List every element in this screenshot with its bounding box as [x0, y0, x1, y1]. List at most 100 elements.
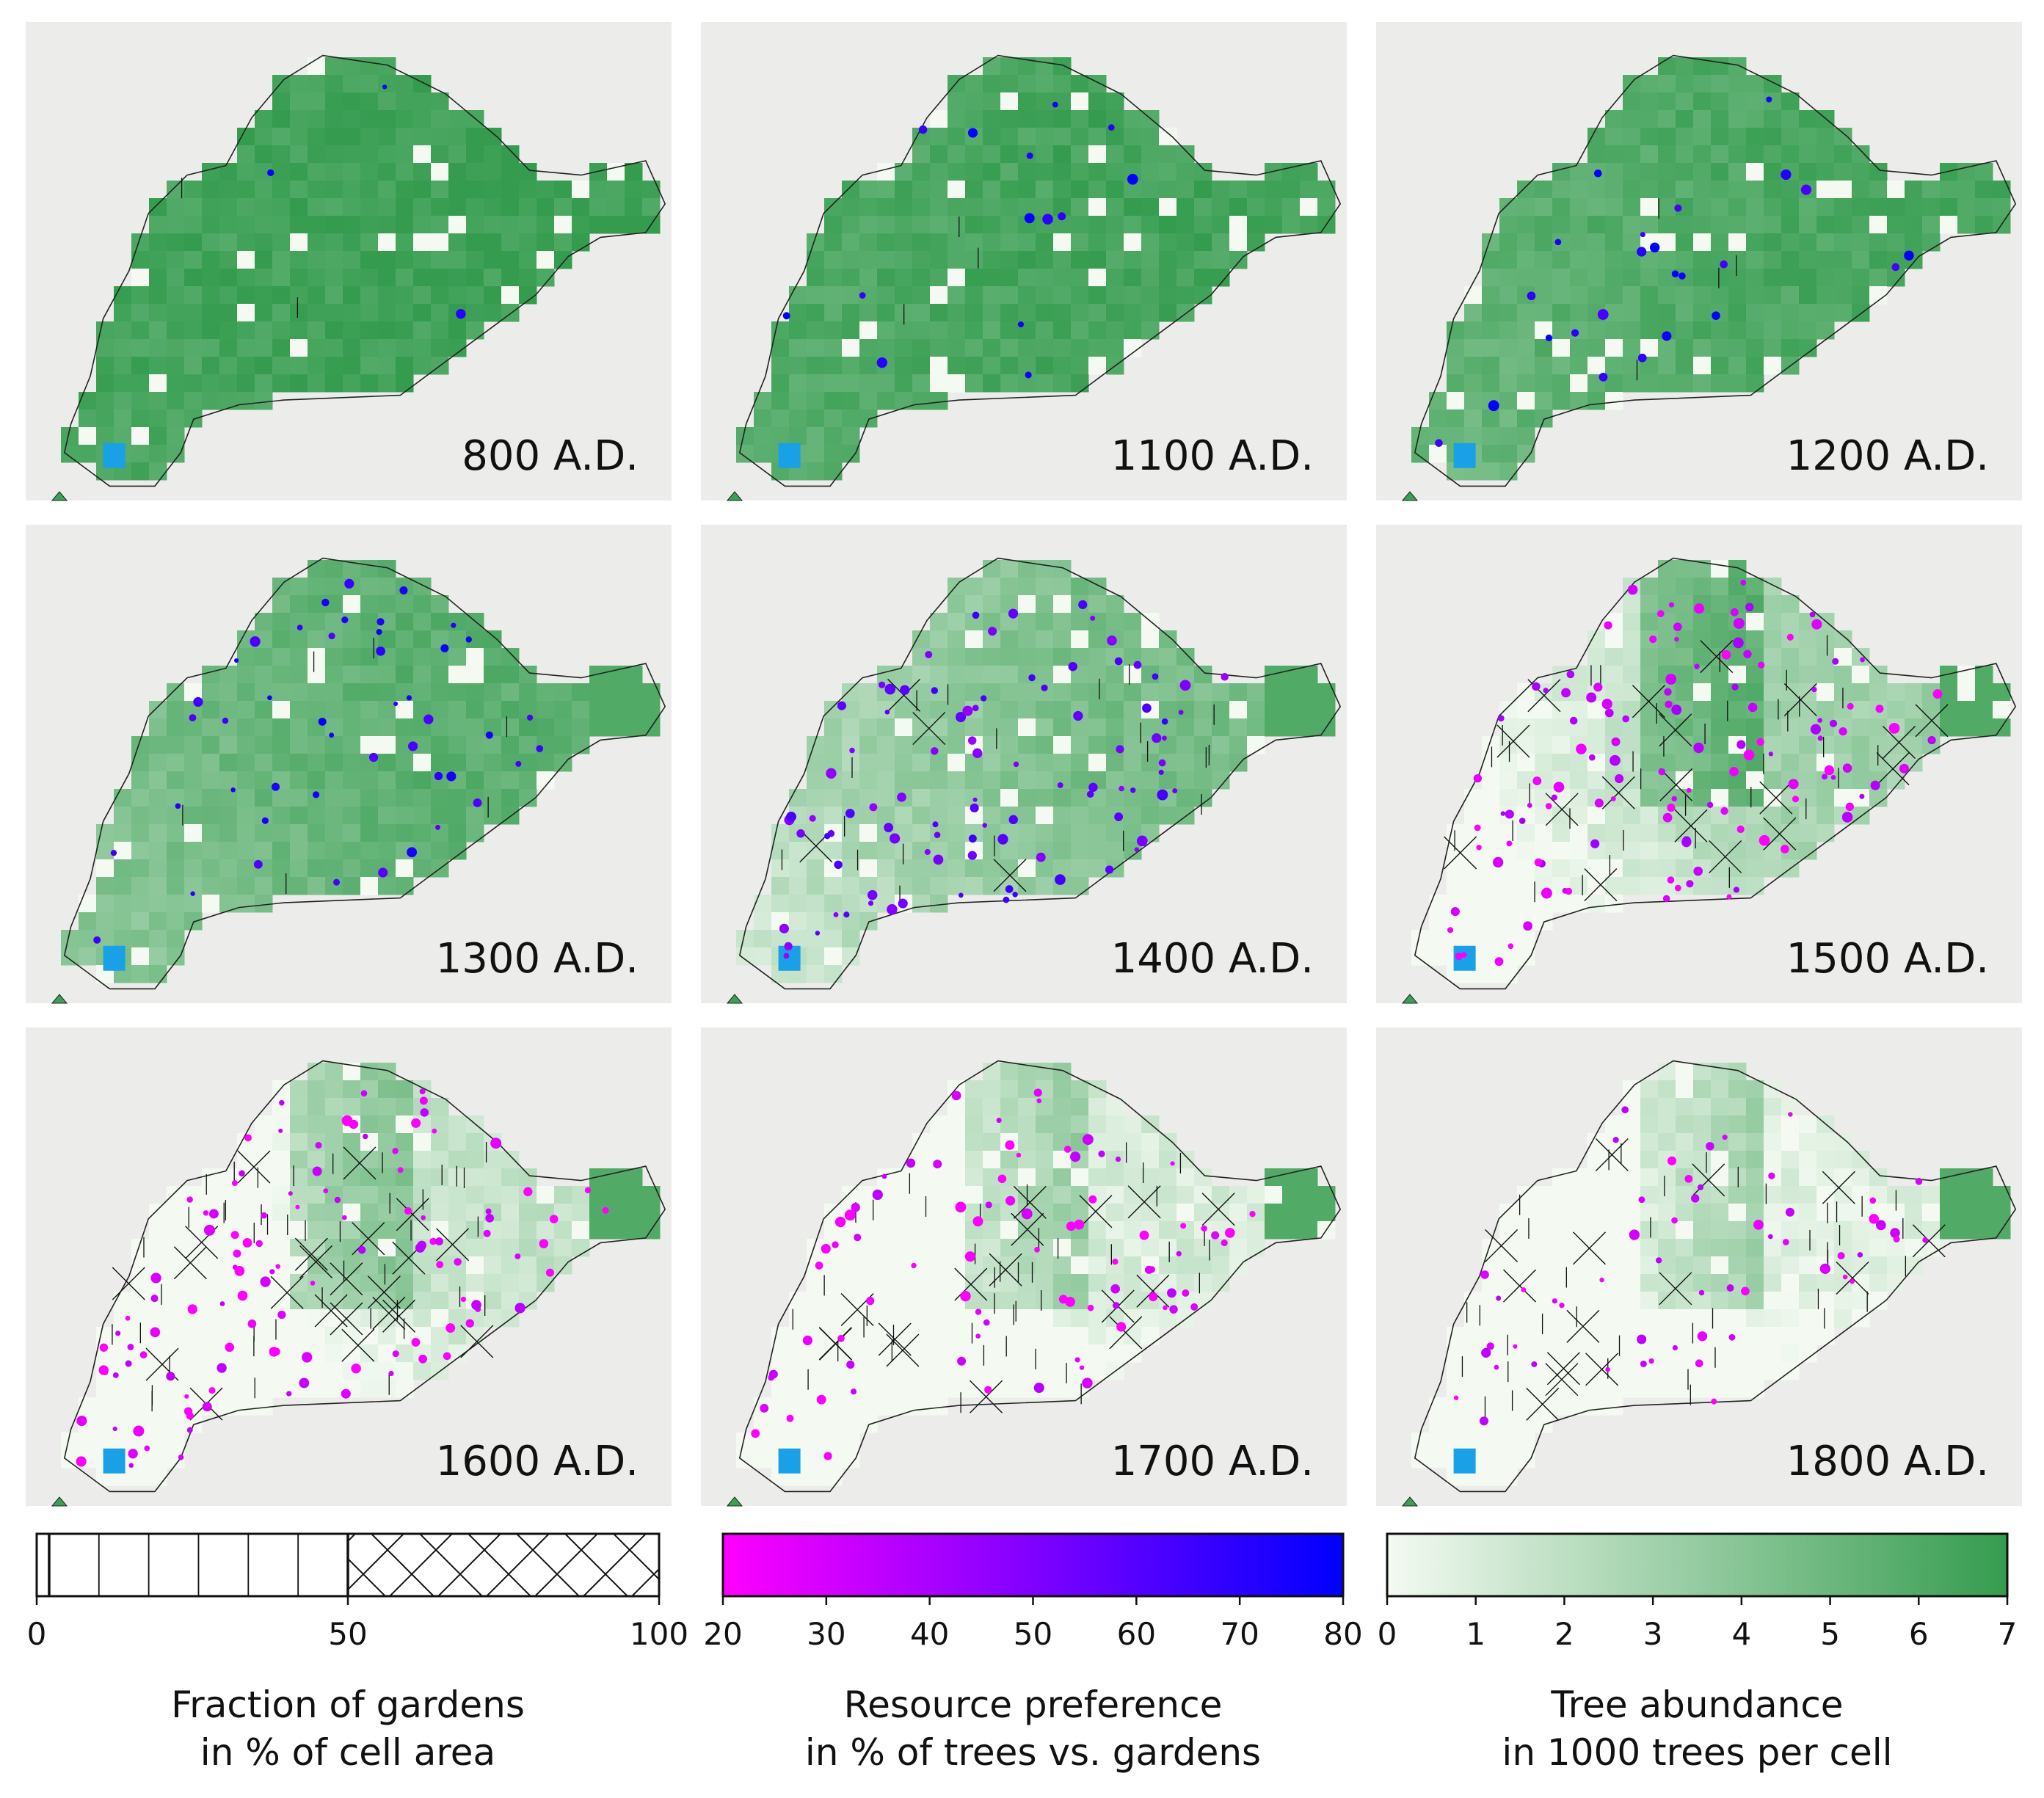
tree-cell	[1587, 1151, 1606, 1169]
tree-cell	[167, 1309, 185, 1328]
garden-hatch	[1601, 776, 1635, 809]
household-dot	[1842, 1274, 1848, 1280]
tree-cell	[237, 1221, 255, 1240]
tree-cell	[431, 701, 449, 719]
tree-cell	[842, 233, 860, 252]
tree-cell	[1053, 75, 1072, 93]
household-dot	[1087, 1304, 1094, 1311]
tree-cell	[607, 1186, 625, 1204]
tree-cell	[343, 595, 361, 614]
household-dot	[1706, 801, 1714, 809]
tree-cell	[1053, 357, 1072, 375]
tree-cell	[1265, 666, 1283, 684]
tree-cell	[1605, 842, 1623, 860]
tree-cell	[912, 807, 931, 825]
tree-cell	[1053, 1362, 1072, 1380]
tree-cell	[1499, 824, 1518, 842]
tree-cell	[554, 718, 572, 737]
tree-cell	[1658, 75, 1676, 93]
household-dot	[1722, 1135, 1728, 1140]
tree-cell	[1834, 128, 1852, 146]
tree-cell	[343, 128, 361, 146]
tree-cell	[501, 163, 520, 181]
tree-cell	[1711, 1080, 1729, 1099]
tree-cell	[1623, 807, 1641, 825]
tree-cell	[255, 357, 273, 375]
tree-cell	[877, 163, 895, 181]
household-dot	[996, 1118, 1002, 1124]
tree-cell	[1799, 1327, 1817, 1345]
tree-cell	[131, 1292, 150, 1310]
tree-cell	[184, 895, 203, 913]
tree-cell	[448, 718, 467, 737]
tree-cell	[572, 1239, 590, 1257]
tree-cell	[1869, 1274, 1888, 1292]
tree-cell	[131, 877, 150, 895]
tree-cell	[1693, 233, 1712, 252]
tree-cell	[1535, 1239, 1553, 1257]
household-dot	[972, 797, 978, 802]
tree-cell	[1640, 842, 1659, 860]
tree-cell	[1229, 233, 1248, 252]
tree-cell	[1176, 1168, 1195, 1187]
household-dot	[435, 824, 440, 830]
tree-cell	[325, 824, 343, 842]
tree-cell	[343, 181, 361, 199]
household-dot	[318, 717, 327, 726]
household-dot	[1792, 796, 1800, 803]
tree-cell	[1036, 304, 1054, 322]
tree-cell	[1658, 1274, 1676, 1292]
tree-cell	[184, 181, 203, 199]
tree-cell	[824, 1380, 843, 1398]
tree-cell	[325, 374, 343, 393]
tree-cell	[1746, 145, 1764, 164]
tree-cell	[948, 163, 966, 181]
tree-cell	[184, 392, 203, 410]
tree-cell	[1746, 789, 1764, 807]
colorbar-title: Fraction of gardens	[171, 1684, 525, 1726]
tree-cell	[431, 269, 449, 287]
tree-cell	[859, 1204, 878, 1222]
household-dot	[846, 1360, 855, 1369]
tree-cell	[1482, 357, 1500, 375]
household-dot	[406, 695, 412, 701]
tree-cell	[1834, 1292, 1852, 1310]
tree-cell	[290, 1327, 308, 1345]
tree-cell	[378, 233, 396, 252]
tree-cell	[149, 895, 167, 913]
household-dot	[378, 867, 388, 878]
tree-cell	[1605, 666, 1623, 684]
tree-cell	[378, 1186, 396, 1204]
household-dot	[1664, 688, 1672, 696]
tree-cell	[1940, 198, 1958, 216]
household-dot	[1571, 329, 1579, 337]
tree-cell	[1693, 630, 1712, 649]
tree-cell	[930, 666, 948, 684]
tree-cell	[255, 648, 273, 666]
tree-cell	[1746, 1204, 1764, 1222]
tree-cell	[1746, 1292, 1764, 1310]
tree-cell	[642, 1204, 661, 1222]
tree-cell	[1728, 357, 1747, 375]
tree-cell	[912, 357, 931, 375]
tree-cell	[1640, 824, 1659, 842]
garden-hatch	[299, 1245, 333, 1278]
tree-cell	[1447, 1344, 1465, 1363]
tree-cell	[1000, 1327, 1019, 1345]
tree-cell	[1852, 683, 1870, 702]
tree-cell	[1711, 1063, 1729, 1081]
tree-cell	[1711, 181, 1729, 199]
tree-cell	[1623, 842, 1641, 860]
tree-cell	[1071, 1168, 1089, 1187]
tree-cell	[1447, 339, 1465, 357]
tree-cell	[1141, 1327, 1160, 1345]
tree-cell	[378, 145, 396, 164]
tree-cell	[219, 339, 238, 357]
household-dot	[1561, 688, 1571, 698]
tree-cell	[1623, 630, 1641, 649]
tree-cell	[378, 807, 396, 825]
tree-cell	[554, 701, 572, 719]
tree-cell	[930, 339, 948, 357]
tree-cell	[1499, 1433, 1518, 1451]
tree-cell	[1517, 1380, 1535, 1398]
